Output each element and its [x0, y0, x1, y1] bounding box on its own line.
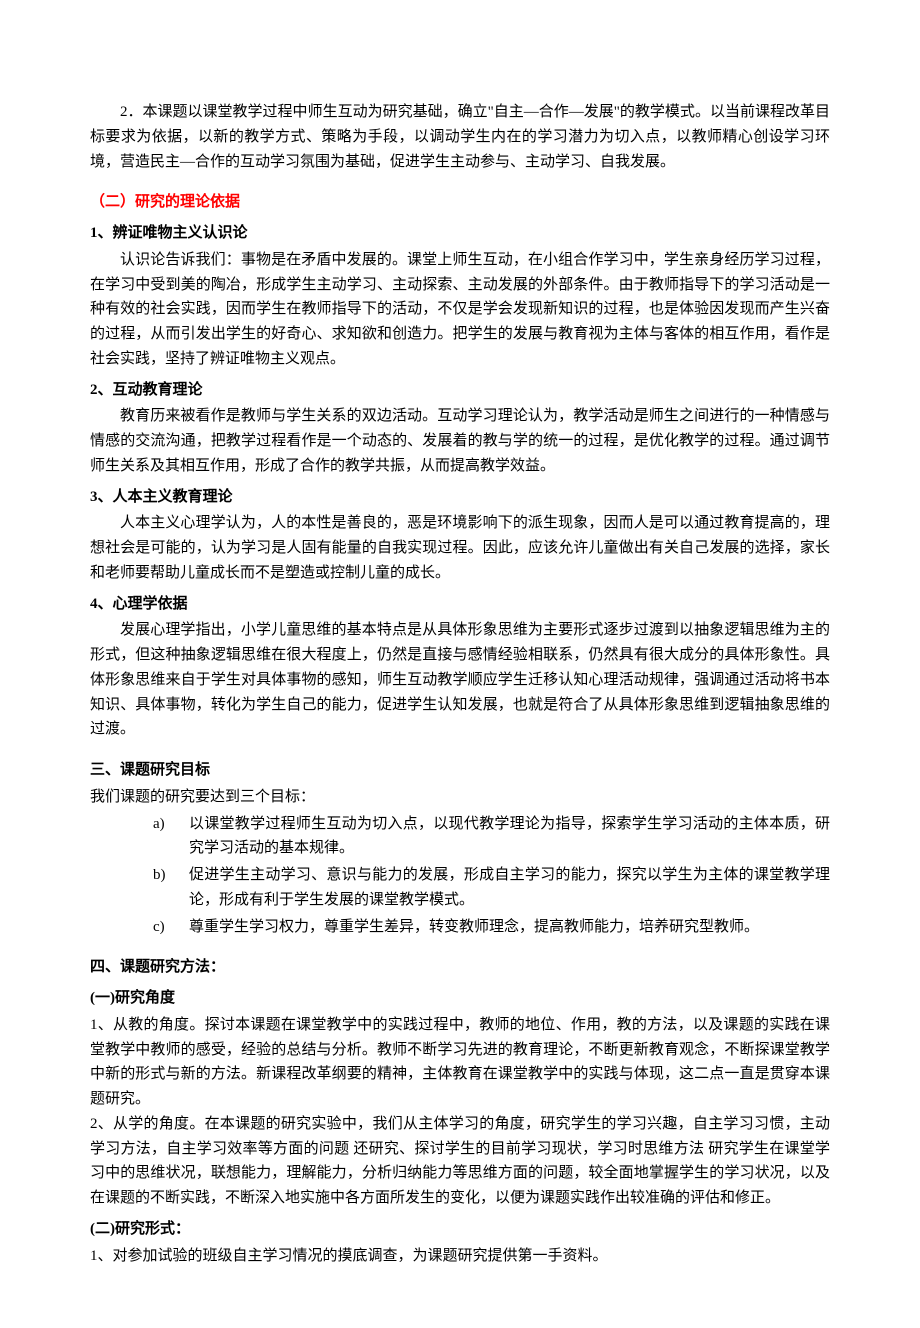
heading-theory-basis: （二）研究的理论依据 — [90, 190, 830, 215]
goal-marker-c: c) — [153, 915, 165, 940]
goal-item-b: b) 促进学生主动学习、意识与能力的发展，形成自主学习的能力，探究以学生为主体的… — [153, 863, 830, 913]
subheading-3: 3、人本主义教育理论 — [90, 485, 830, 510]
goals-list: a) 以课堂教学过程师生互动为切入点，以现代教学理论为指导，探索学生学习活动的主… — [90, 812, 830, 940]
document-page: 2．本课题以课堂教学过程中师生互动为研究基础，确立"自主—合作—发展"的教学模式… — [0, 0, 920, 1328]
goal-marker-b: b) — [153, 863, 166, 888]
body-1: 认识论告诉我们：事物是在矛盾中发展的。课堂上师生互动，在小组合作学习中，学生亲身… — [90, 248, 830, 372]
body-2: 教育历来被看作是教师与学生关系的双边活动。互动学习理论认为，教学活动是师生之间进… — [90, 404, 830, 478]
goal-item-c: c) 尊重学生学习权力，尊重学生差异，转变教师理念，提高教师能力，培养研究型教师… — [153, 915, 830, 940]
goal-text-b: 促进学生主动学习、意识与能力的发展，形成自主学习的能力，探究以学生为主体的课堂教… — [189, 867, 830, 908]
goal-text-a: 以课堂教学过程师生互动为切入点，以现代教学理论为指导，探索学生学习活动的主体本质… — [189, 816, 830, 857]
subheading-1: 1、辨证唯物主义认识论 — [90, 221, 830, 246]
goal-item-a: a) 以课堂教学过程师生互动为切入点，以现代教学理论为指导，探索学生学习活动的主… — [153, 812, 830, 862]
subheading-2: 2、互动教育理论 — [90, 378, 830, 403]
goals-intro: 我们课题的研究要达到三个目标： — [90, 785, 830, 810]
methods-form-1: 1、对参加试验的班级自主学习情况的摸底调查，为课题研究提供第一手资料。 — [90, 1244, 830, 1269]
methods-form-title: (二)研究形式： — [90, 1217, 830, 1242]
body-3: 人本主义心理学认为，人的本性是善良的，恶是环境影响下的派生现象，因而人是可以通过… — [90, 511, 830, 585]
goal-text-c: 尊重学生学习权力，尊重学生差异，转变教师理念，提高教师能力，培养研究型教师。 — [189, 919, 759, 935]
methods-angle-1: 1、从教的角度。探讨本课题在课堂教学中的实践过程中，教师的地位、作用，教的方法，… — [90, 1013, 830, 1112]
heading-goals: 三、课题研究目标 — [90, 758, 830, 783]
goal-marker-a: a) — [153, 812, 165, 837]
subheading-4: 4、心理学依据 — [90, 592, 830, 617]
intro-paragraph-2: 2．本课题以课堂教学过程中师生互动为研究基础，确立"自主—合作—发展"的教学模式… — [90, 100, 830, 174]
heading-methods: 四、课题研究方法： — [90, 955, 830, 980]
body-4: 发展心理学指出，小学儿童思维的基本特点是从具体形象思维为主要形式逐步过渡到以抽象… — [90, 618, 830, 742]
methods-angle-title: (一)研究角度 — [90, 986, 830, 1011]
methods-angle-2: 2、从学的角度。在本课题的研究实验中，我们从主体学习的角度，研究学生的学习兴趣，… — [90, 1112, 830, 1211]
